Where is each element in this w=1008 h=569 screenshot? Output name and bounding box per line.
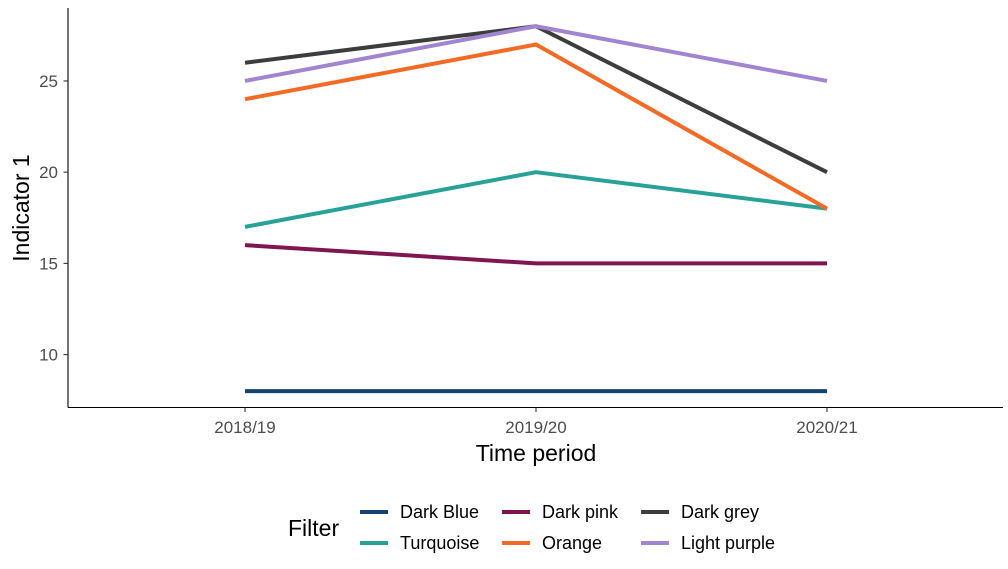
y-ticks: 10 15 20 25 (39, 72, 68, 365)
legend-items: Dark Blue Turquoise Dark pink Orange Dark gr… (360, 502, 775, 553)
series-line-turquoise (244, 170, 828, 229)
x-tick-label: 2020/21 (796, 418, 857, 437)
series-line-dark-pink (244, 243, 827, 266)
y-tick-label: 20 (39, 163, 58, 182)
legend-title: Filter (288, 515, 339, 541)
legend-label-dark-blue: Dark Blue (400, 502, 479, 522)
series-line-dark-grey (244, 24, 828, 174)
y-axis-title: Indicator 1 (8, 154, 34, 261)
x-tick-label: 2018/19 (214, 418, 275, 437)
legend-label-light-purple: Light purple (681, 533, 775, 553)
series-line-light-purple (244, 24, 828, 83)
x-tick-label: 2019/20 (505, 418, 566, 437)
x-ticks: 2018/19 2019/20 2020/21 (214, 407, 858, 437)
legend-label-dark-grey: Dark grey (681, 502, 759, 522)
axes (67, 8, 1003, 409)
x-axis-title: Time period (476, 440, 597, 466)
legend: Filter Dark Blue Turquoise Dark pink Orange… (288, 502, 775, 553)
series-lines (244, 24, 828, 394)
legend-label-turquoise: Turquoise (400, 533, 479, 553)
legend-label-dark-pink: Dark pink (542, 502, 619, 522)
legend-label-orange: Orange (542, 533, 602, 553)
y-tick-label: 25 (39, 72, 58, 91)
y-tick-label: 10 (39, 346, 58, 365)
y-tick-label: 15 (39, 254, 58, 273)
series-line-orange (244, 42, 828, 211)
